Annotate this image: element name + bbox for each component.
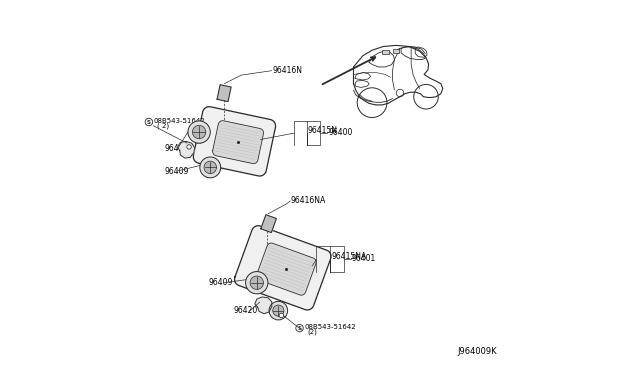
Bar: [392, 49, 399, 53]
Circle shape: [200, 157, 221, 178]
Circle shape: [279, 313, 284, 318]
Text: 08B543-51642: 08B543-51642: [154, 118, 205, 124]
Text: 96420: 96420: [164, 144, 189, 153]
Polygon shape: [177, 141, 195, 158]
Text: 96416N: 96416N: [273, 66, 302, 75]
Text: S: S: [298, 326, 301, 331]
Polygon shape: [235, 226, 331, 310]
Circle shape: [273, 305, 284, 316]
Polygon shape: [212, 121, 264, 164]
Circle shape: [204, 161, 216, 174]
Text: ( 2): ( 2): [157, 122, 170, 129]
Circle shape: [250, 276, 264, 289]
Polygon shape: [217, 85, 231, 102]
Circle shape: [187, 145, 191, 149]
Circle shape: [246, 272, 268, 294]
Text: 96409: 96409: [164, 167, 189, 176]
Text: 96409: 96409: [209, 278, 233, 287]
Circle shape: [193, 125, 206, 139]
Text: 96420: 96420: [234, 306, 258, 315]
Polygon shape: [261, 215, 276, 232]
Text: (2): (2): [307, 328, 317, 335]
Text: J964009K: J964009K: [457, 347, 497, 356]
Text: S: S: [147, 119, 151, 125]
Circle shape: [269, 301, 287, 320]
Polygon shape: [255, 297, 272, 314]
Text: 96415NA: 96415NA: [331, 252, 367, 261]
Text: 96401: 96401: [351, 254, 376, 263]
Polygon shape: [257, 243, 316, 295]
Polygon shape: [193, 107, 276, 176]
Circle shape: [188, 121, 211, 143]
Text: 96400: 96400: [328, 128, 353, 138]
Text: 96416NA: 96416NA: [291, 196, 326, 205]
Text: 08B543-51642: 08B543-51642: [305, 324, 356, 330]
Bar: [383, 50, 389, 54]
Text: 96415N: 96415N: [308, 126, 338, 135]
